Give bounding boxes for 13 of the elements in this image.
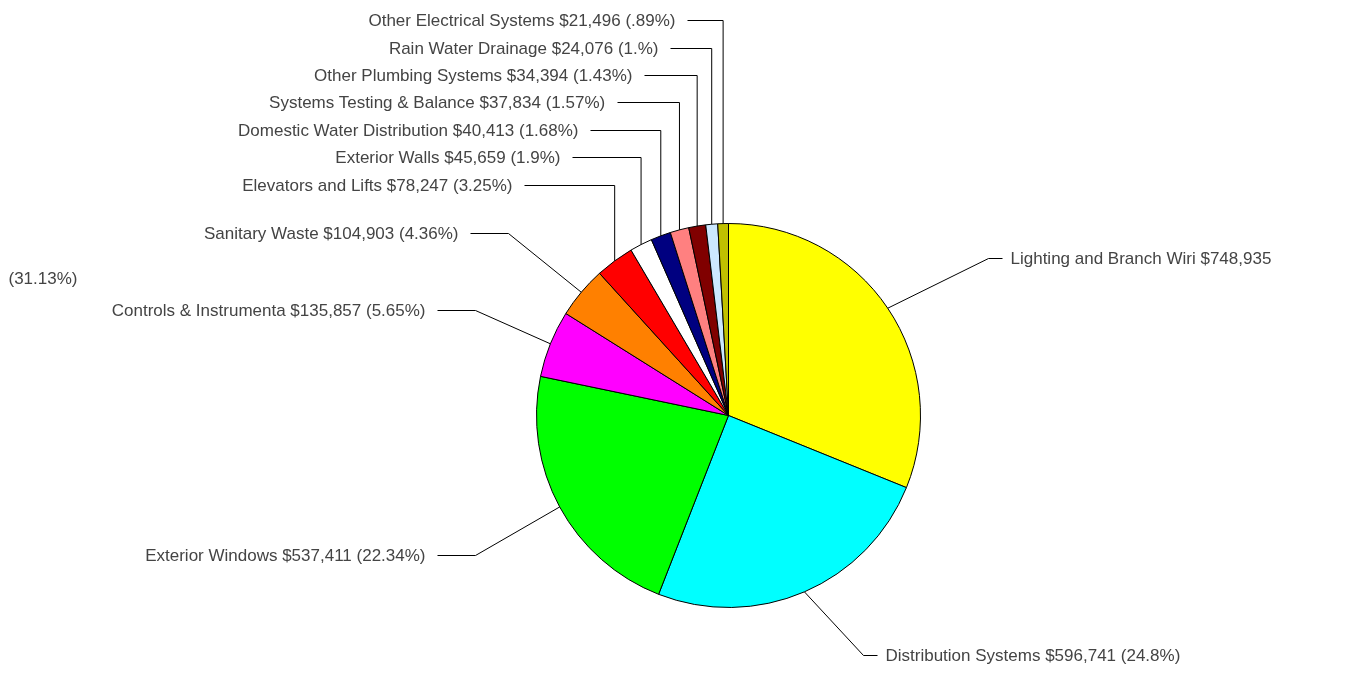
slice-label: Rain Water Drainage $24,076 (1.%) xyxy=(388,39,659,58)
slice-label: Sanitary Waste $104,903 (4.36%) xyxy=(203,224,459,243)
slice-label: Lighting and Branch Wiri $748,935 xyxy=(1010,249,1272,268)
slice-label: Exterior Walls $45,659 (1.9%) xyxy=(335,148,561,167)
slice-label: Systems Testing & Balance $37,834 (1.57%) xyxy=(269,93,606,112)
slice-label: Domestic Water Distribution $40,413 (1.68%) xyxy=(238,121,579,140)
slice-label: Distribution Systems $596,741 (24.8%) xyxy=(885,646,1181,665)
text: (31.13%) xyxy=(8,269,78,288)
slice-label: Other Electrical Systems $21,496 (.89%) xyxy=(368,11,676,30)
slice-label: Elevators and Lifts $78,247 (3.25%) xyxy=(242,176,513,195)
slice-label: Controls & Instrumenta $135,857 (5.65%) xyxy=(111,301,426,320)
slice-label: Exterior Windows $537,411 (22.34%) xyxy=(145,546,426,565)
slice-label: Other Plumbing Systems $34,394 (1.43%) xyxy=(314,66,633,85)
